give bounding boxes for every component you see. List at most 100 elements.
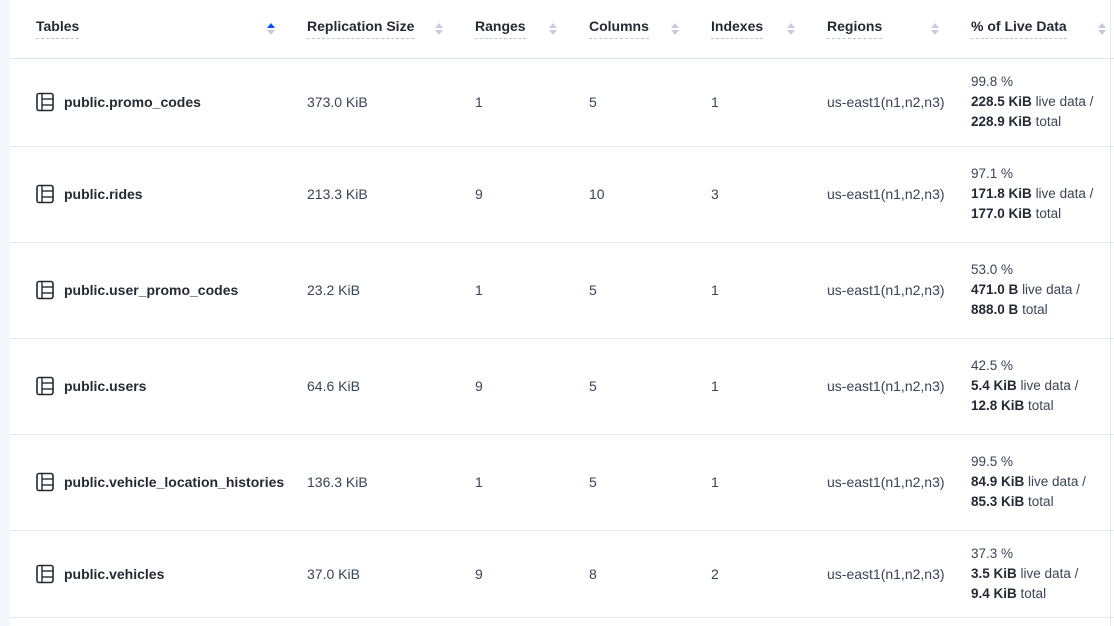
sort-arrows-icon[interactable]: [549, 22, 557, 35]
live-data-percent: 53.0 %: [971, 262, 1014, 277]
sort-asc-icon[interactable]: [931, 22, 939, 28]
sort-arrows-icon[interactable]: [787, 22, 795, 35]
table-icon: [36, 472, 54, 492]
page-background-strip: [0, 0, 10, 626]
column-header[interactable]: Indexes: [701, 0, 817, 59]
table-row[interactable]: public.users 64.6 KiB 9 5 1 us-east1(n1,…: [10, 338, 1114, 434]
live-data-amount: 5.4 KiB live data /: [971, 378, 1079, 393]
ranges-cell: 1: [475, 474, 483, 490]
indexes-cell: 1: [711, 474, 719, 490]
sort-asc-icon[interactable]: [267, 22, 275, 28]
column-header-label[interactable]: Replication Size: [307, 18, 415, 40]
live-data-percent: 42.5 %: [971, 358, 1014, 373]
live-data-cell: 97.1 % 171.8 KiB live data / 177.0 KiB t…: [961, 146, 1114, 242]
column-header-label[interactable]: Tables: [36, 18, 80, 40]
table-row[interactable]: public.vehicles 37.0 KiB 9 8 2 us-east1(…: [10, 530, 1114, 617]
live-data-amount: 84.9 KiB live data /: [971, 474, 1086, 489]
table-icon: [36, 280, 54, 300]
table-header-row: Tables Replication Size Ranges Colu: [10, 0, 1114, 59]
indexes-cell: 1: [711, 378, 719, 394]
column-header[interactable]: Tables: [10, 0, 297, 59]
table-name[interactable]: public.users: [64, 378, 147, 394]
live-data-cell: 53.0 % 471.0 B live data / 888.0 B total: [961, 242, 1114, 338]
sort-arrows-icon[interactable]: [267, 22, 275, 35]
tables-table-card: Tables Replication Size Ranges Colu: [10, 0, 1114, 618]
sort-asc-icon[interactable]: [549, 22, 557, 28]
total-data-amount: 85.3 KiB total: [971, 494, 1054, 509]
table-icon: [36, 184, 54, 204]
table-name[interactable]: public.vehicle_location_histories: [64, 474, 285, 490]
sort-asc-icon[interactable]: [1098, 22, 1106, 28]
table-row[interactable]: public.user_promo_codes 23.2 KiB 1 5 1 u…: [10, 242, 1114, 338]
table-name[interactable]: public.promo_codes: [64, 94, 201, 110]
sort-arrows-icon[interactable]: [1098, 22, 1106, 35]
sort-asc-icon[interactable]: [787, 22, 795, 28]
live-data-percent: 99.8 %: [971, 74, 1014, 89]
table-name-cell: public.users: [10, 338, 297, 434]
table-icon: [36, 92, 54, 112]
column-header-label[interactable]: Indexes: [711, 18, 764, 40]
column-header[interactable]: Columns: [579, 0, 701, 59]
replication-size-cell: 373.0 KiB: [307, 94, 368, 110]
sort-arrows-icon[interactable]: [931, 22, 939, 35]
sort-arrows-icon[interactable]: [435, 22, 443, 35]
ranges-cell: 1: [475, 94, 483, 110]
table-name[interactable]: public.vehicles: [64, 565, 165, 582]
table-icon: [36, 564, 54, 584]
sort-desc-icon[interactable]: [549, 29, 557, 35]
table-name-cell: public.rides: [10, 146, 297, 242]
live-data-percent: 97.1 %: [971, 166, 1014, 181]
live-data-amount: 3.5 KiB live data /: [971, 565, 1079, 581]
regions-cell: us-east1(n1,n2,n3): [827, 565, 945, 582]
table-name[interactable]: public.rides: [64, 186, 143, 202]
sort-desc-icon[interactable]: [267, 29, 275, 35]
sort-asc-icon[interactable]: [671, 22, 679, 28]
total-data-amount: 12.8 KiB total: [971, 398, 1054, 413]
regions-cell: us-east1(n1,n2,n3): [827, 282, 945, 298]
table-name[interactable]: public.user_promo_codes: [64, 282, 239, 298]
regions-cell: us-east1(n1,n2,n3): [827, 94, 945, 110]
total-data-amount: 228.9 KiB total: [971, 114, 1062, 129]
column-header[interactable]: Replication Size: [297, 0, 465, 59]
column-header-label[interactable]: Regions: [827, 18, 883, 40]
indexes-cell: 3: [711, 186, 719, 202]
replication-size-cell: 64.6 KiB: [307, 378, 360, 394]
replication-size-cell: 213.3 KiB: [307, 186, 368, 202]
sort-desc-icon[interactable]: [787, 29, 795, 35]
table-row[interactable]: public.vehicle_location_histories 136.3 …: [10, 434, 1114, 530]
ranges-cell: 9: [475, 565, 483, 582]
sort-desc-icon[interactable]: [671, 29, 679, 35]
table-name-cell: public.vehicle_location_histories: [10, 434, 297, 530]
sort-asc-icon[interactable]: [435, 22, 443, 28]
table-right-border: [1110, 0, 1111, 626]
columns-cell: 5: [589, 94, 597, 110]
sort-desc-icon[interactable]: [1098, 29, 1106, 35]
sort-arrows-icon[interactable]: [671, 22, 679, 35]
columns-cell: 8: [589, 565, 597, 582]
column-header-label[interactable]: % of Live Data: [971, 18, 1067, 40]
column-header[interactable]: % of Live Data: [961, 0, 1114, 59]
column-header[interactable]: Regions: [817, 0, 961, 59]
table-icon: [36, 376, 54, 396]
live-data-amount: 471.0 B live data /: [971, 282, 1080, 297]
live-data-cell: 99.5 % 84.9 KiB live data / 85.3 KiB tot…: [961, 434, 1114, 530]
total-data-amount: 888.0 B total: [971, 302, 1048, 317]
live-data-percent: 37.3 %: [971, 545, 1014, 561]
table-row[interactable]: public.rides 213.3 KiB 9 10 3 us-east1(n…: [10, 146, 1114, 242]
sort-desc-icon[interactable]: [931, 29, 939, 35]
regions-cell: us-east1(n1,n2,n3): [827, 186, 945, 202]
column-header[interactable]: Ranges: [465, 0, 579, 59]
ranges-cell: 1: [475, 282, 483, 298]
replication-size-cell: 23.2 KiB: [307, 282, 360, 298]
columns-cell: 5: [589, 282, 597, 298]
sort-desc-icon[interactable]: [435, 29, 443, 35]
table-row[interactable]: public.promo_codes 373.0 KiB 1 5 1 us-ea…: [10, 58, 1114, 146]
column-header-label[interactable]: Ranges: [475, 18, 526, 40]
table-name-cell: public.user_promo_codes: [10, 242, 297, 338]
tables-table: Tables Replication Size Ranges Colu: [10, 0, 1114, 618]
indexes-cell: 1: [711, 94, 719, 110]
ranges-cell: 9: [475, 378, 483, 394]
replication-size-cell: 136.3 KiB: [307, 474, 368, 490]
column-header-label[interactable]: Columns: [589, 18, 649, 40]
